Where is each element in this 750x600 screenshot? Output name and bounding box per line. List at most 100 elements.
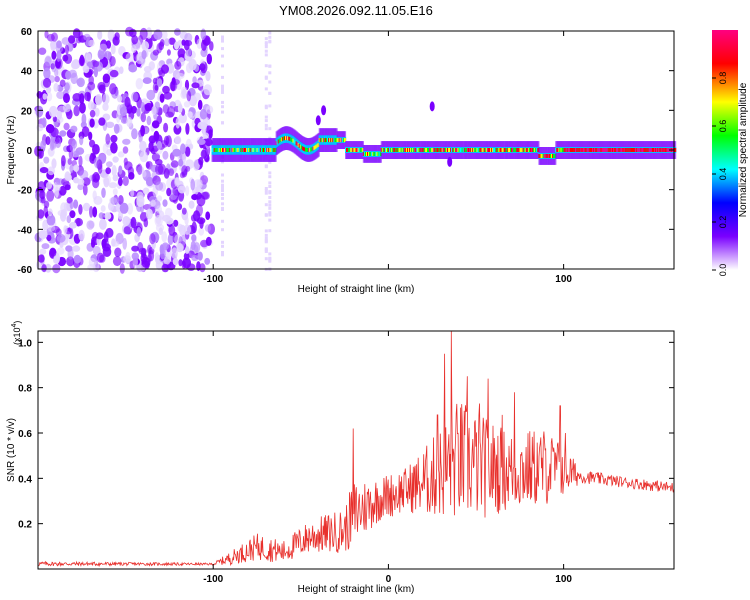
spectrogram-noise-cell [160,39,165,47]
spectrogram-noise-cell [191,234,197,242]
spectrogram-noise-cell [172,148,182,157]
spectrogram-noise-cell [203,37,210,47]
spectrogram-noise-cell [39,248,47,255]
spectrogram-streak-cell [268,203,272,207]
spectrogram-noise-cell [89,206,94,218]
spectrogram-noise-cell [64,173,72,181]
spectrogram-noise-cell [117,95,123,103]
spectrogram-noise-cell [168,224,176,237]
spectrogram-noise-cell [163,38,171,47]
spectrogram-band-core [227,148,230,152]
spectrogram-noise-cell [41,263,47,273]
snr-axes: -100 0 100 0.2 0.4 0.6 0.8 1.0 [18,331,674,585]
spectrogram-noise-cell [199,263,206,273]
spectrogram-noise-cell [45,124,55,134]
spectrogram-noise-cell [47,166,55,176]
spectrogram-noise-cell [123,226,131,235]
spectrogram-noise-cell [105,133,111,145]
spectrogram-noise-cell [118,177,123,187]
spectrogram-blip [321,105,327,116]
spectrogram-noise-cell [126,116,133,128]
snr-ytick-label: 0.4 [18,474,32,485]
spectrogram-noise-cell [69,222,77,229]
spectrogram-noise-cell [73,105,80,117]
spectrogram-noise-cell [102,243,111,252]
snr-ytick-label: 0.8 [18,384,32,395]
spectrogram-noise-cell [111,165,117,177]
spectrogram-noise-cell [118,165,123,175]
spectrogram-xlabel: Height of straight line (km) [298,284,415,295]
spectrogram-noise-cell [178,158,184,167]
spectrogram-noise-cell [42,77,52,88]
spectrogram-noise-cell [131,35,139,45]
spectrogram-streak-cell [221,219,224,223]
spectrogram-noise-cell [112,36,120,46]
spectrogram-band-core [522,148,525,152]
spectrogram-noise-cell [187,111,193,118]
spectrogram-noise-cell [62,54,69,62]
spectrogram-streak-cell [221,240,224,244]
spectrogram-noise-cell [53,82,59,92]
spectrogram-noise-cell [45,181,53,190]
spectrogram-noise-cell [109,83,117,95]
spectrogram-noise-cell [64,82,70,92]
spectrogram-band-core [615,148,618,152]
spectrogram-noise-cell [44,263,52,273]
spectrogram-noise-cell [42,219,49,231]
spectrogram-streak-cell [268,64,272,68]
spectrogram-streak-cell [221,64,224,68]
spectrogram-noise-cell [190,240,196,251]
spectrogram-noise-cell [51,50,57,60]
spectrogram-noise-cell [56,110,63,120]
spectrogram-ytick-label: 40 [21,67,33,78]
spectrogram-noise-cell [196,179,203,189]
spectrogram-noise-cell [76,77,85,88]
spectrogram-noise-cell [161,242,169,251]
spectrogram-noise-cell [203,84,212,96]
spectrogram-noise-cell [163,256,171,265]
spectrogram-band-core [645,148,648,152]
spectrogram-streak-cell [264,87,268,91]
spectrogram-streak-cell [268,211,272,215]
spectrogram-noise-cell [122,138,131,145]
spectrogram-noise-cell [89,139,96,148]
spectrogram-streak-cell [268,256,272,260]
spectrogram-streak-cell [264,76,268,80]
spectrogram-noise-cell [156,141,163,150]
spectrogram-noise-cell [184,216,189,226]
spectrogram-noise-cell [43,156,50,164]
spectrogram-noise-cell [72,93,82,102]
spectrogram-noise-cell [102,174,112,185]
spectrogram-noise-cell [43,67,51,80]
spectrogram-noise-cell [73,150,80,157]
spectrogram-noise-cell [146,27,152,39]
spectrogram-noise-cell [70,125,78,133]
snr-xtick-label: 0 [386,574,392,585]
spectrogram-noise-cell [205,211,211,220]
spectrogram-noise-cell [85,39,90,47]
spectrogram-noise-cell [56,50,62,60]
spectrogram-noise-cell [174,41,180,50]
spectrogram-noise-cell [199,108,208,120]
spectrogram-band-core [248,148,251,152]
spectrogram-streak-cell [268,252,272,256]
spectrogram-noise-cell [172,79,180,85]
spectrogram-streak-cell [221,84,224,88]
spectrogram-noise-cell [92,60,100,67]
spectrogram-noise-cell [95,232,104,240]
colorbar-ticks: 0.0 0.2 0.4 0.6 0.8 [712,72,728,276]
spectrogram-noise-cell [146,115,152,126]
spectrogram-noise-cell [122,146,129,154]
spectrogram-noise-cell [106,161,113,168]
spectrogram-noise-cell [82,177,91,186]
spectrogram-noise-cell [136,107,141,117]
spectrogram-noise-cell [100,205,106,212]
spectrogram-noise-cell [140,125,146,137]
spectrogram-noise-cell [163,122,169,133]
spectrogram-noise-cell [177,48,186,59]
spectrogram-noise-cell [54,68,59,77]
spectrogram-noise-cell [149,233,156,245]
spectrogram-streak-cell [221,196,224,200]
spectrogram-streak-cell [264,250,268,253]
spectrogram-noise-cell [109,69,119,78]
